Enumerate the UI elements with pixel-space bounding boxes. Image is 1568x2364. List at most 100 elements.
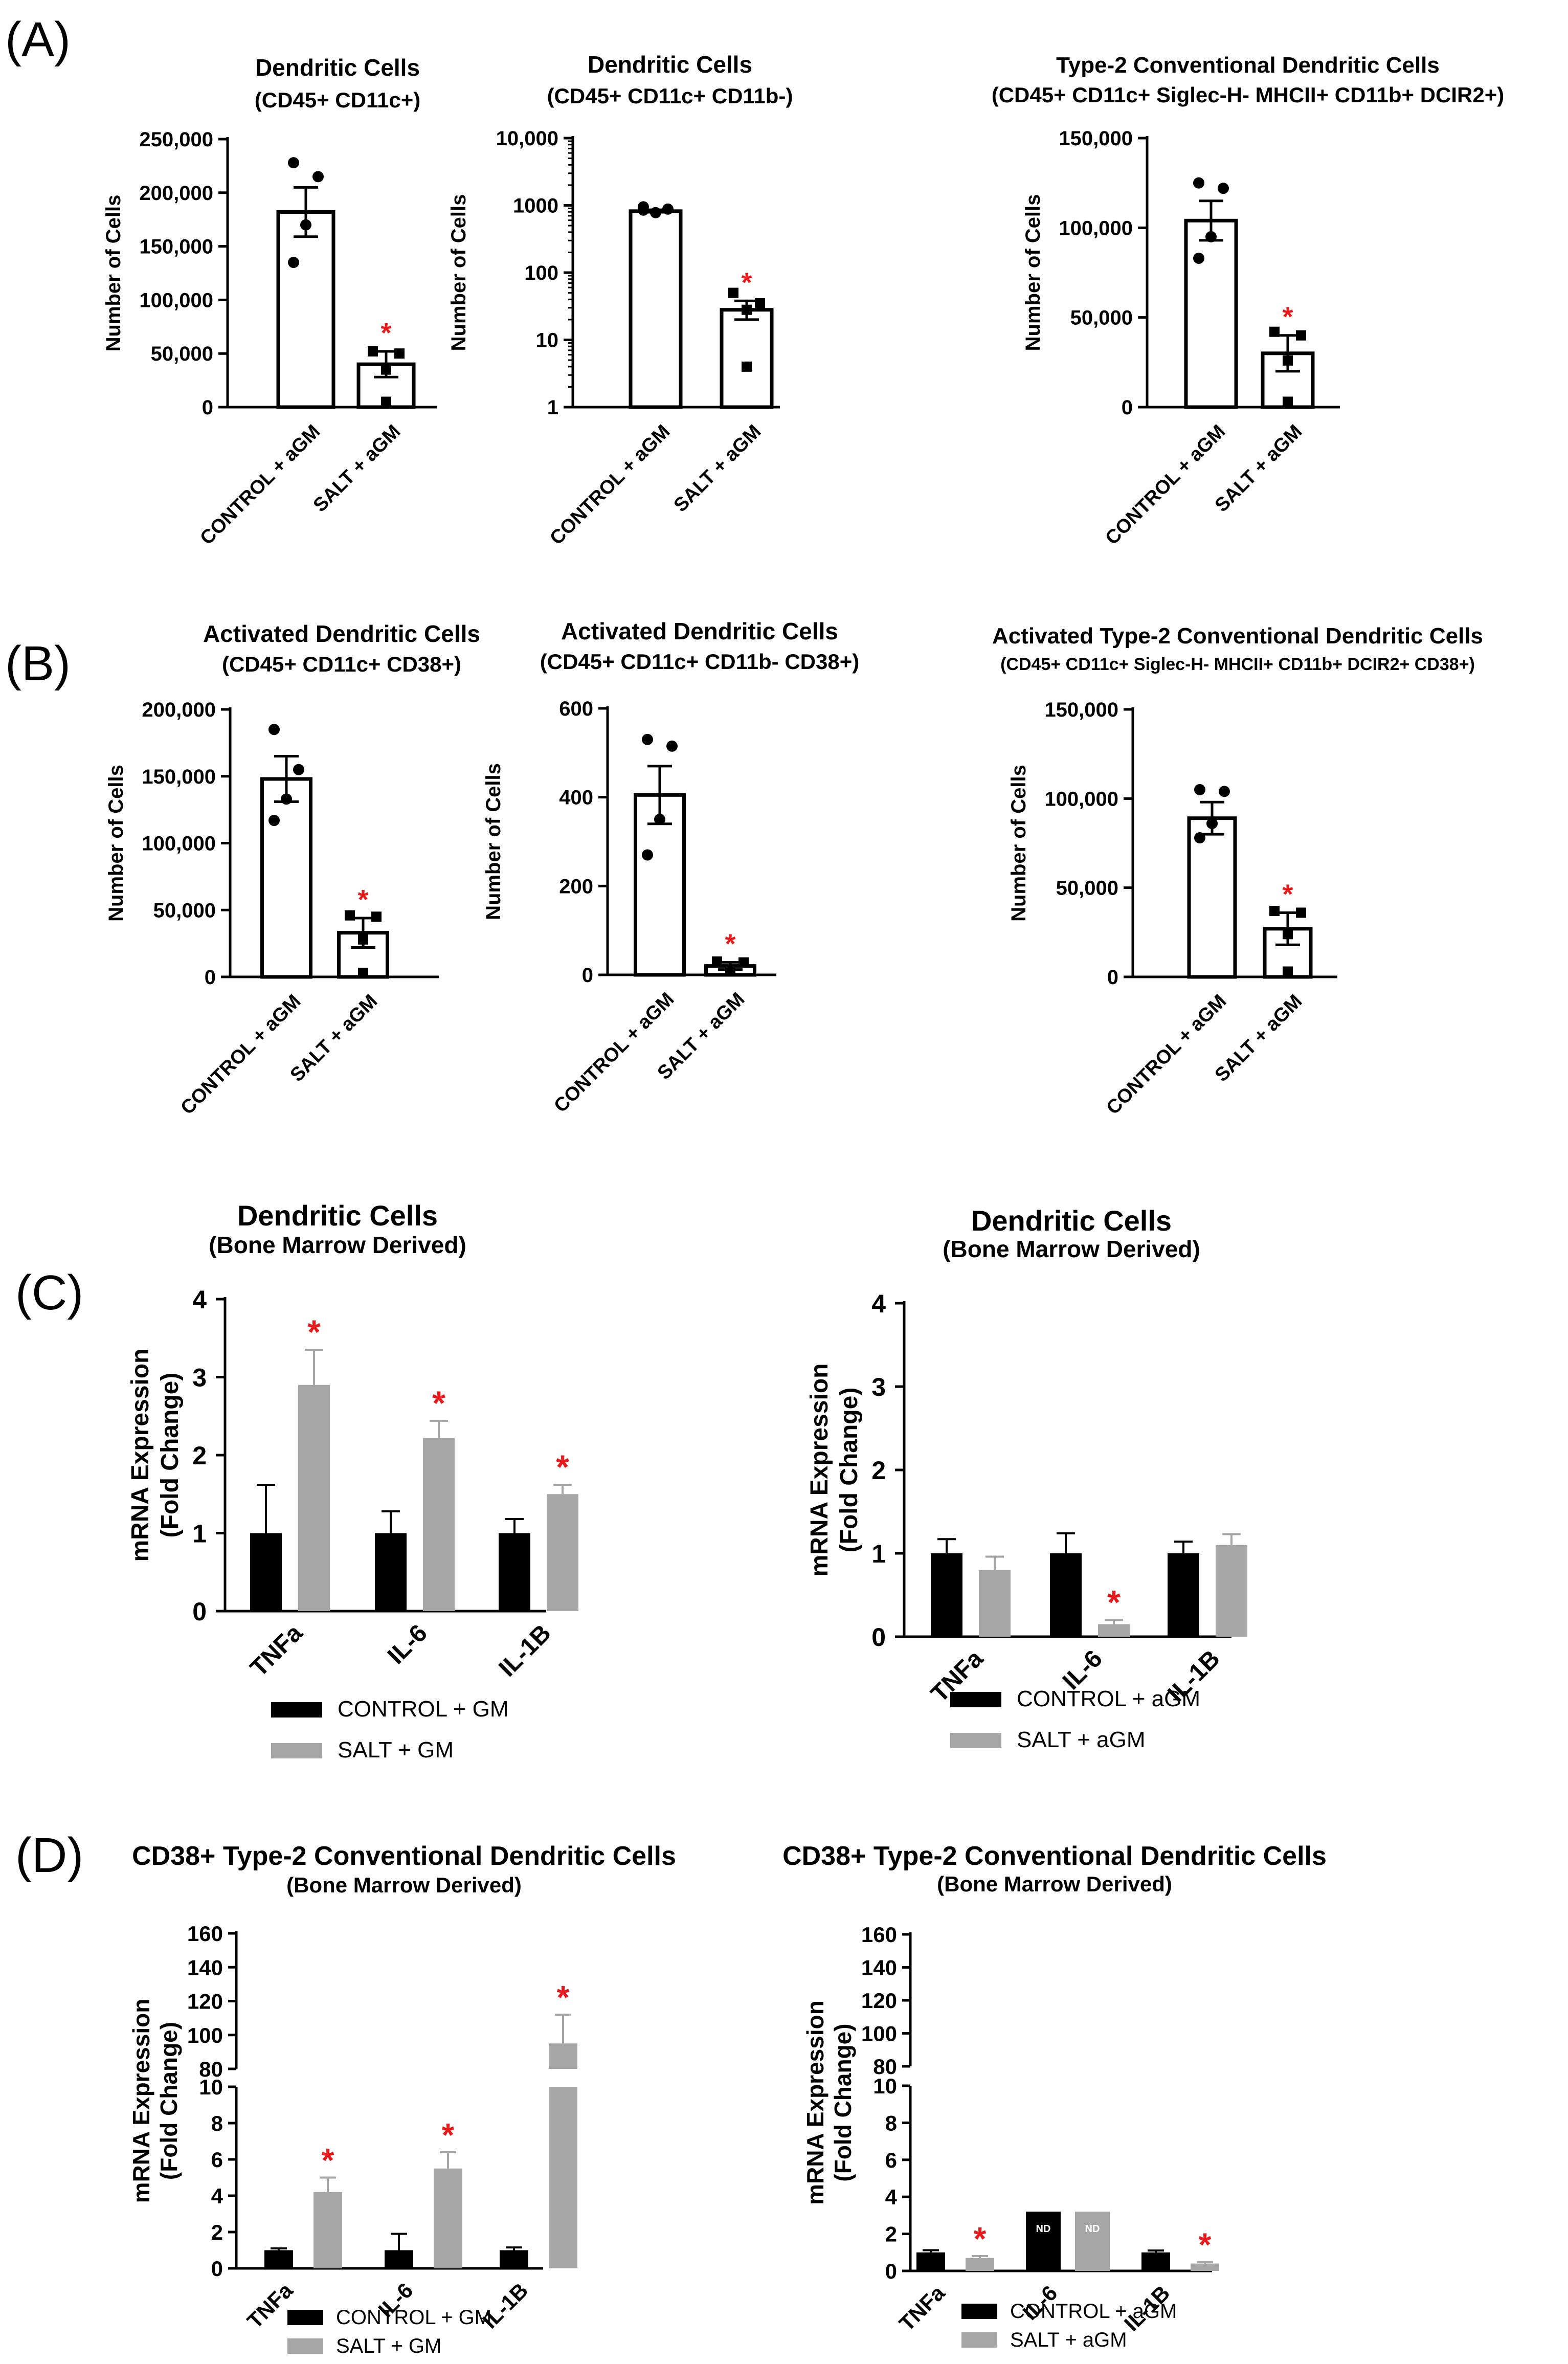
bar	[298, 1385, 330, 1611]
bar	[720, 308, 774, 409]
data-point	[368, 346, 378, 357]
data-point	[381, 396, 391, 407]
data-point	[1283, 396, 1293, 407]
bar	[1191, 2263, 1219, 2271]
y-tick-label: 4	[871, 1289, 886, 1318]
y-tick-label: 8	[885, 2111, 897, 2135]
chart-title: Dendritic Cells	[588, 51, 752, 78]
chart-B1: Activated Dendritic Cells (CD45+ CD11c+ C…	[105, 620, 480, 1119]
data-point	[738, 957, 749, 968]
y-tick-label: 140	[861, 1956, 897, 1980]
x-tick-label: CONTROL + aGM	[176, 991, 305, 1119]
bar	[264, 2250, 293, 2268]
y-tick-label: 0	[211, 2257, 223, 2281]
chart-title: Activated Dendritic Cells	[561, 618, 838, 644]
data-point	[281, 793, 292, 805]
y-axis-label: Number of Cells	[1022, 194, 1044, 351]
y-tick-label: 50,000	[151, 343, 213, 365]
data-point	[1283, 929, 1293, 940]
bar	[547, 1494, 578, 1611]
bar	[423, 1438, 455, 1611]
x-tick-label: CONTROL + aGM	[196, 421, 324, 549]
y-tick-label: 4	[192, 1285, 207, 1314]
y-tick-label: 100	[524, 262, 558, 284]
data-point	[1193, 177, 1204, 189]
panel-label: (B)	[5, 636, 71, 691]
y-tick-label: 120	[861, 1989, 897, 2013]
data-point	[642, 733, 653, 745]
y-tick-label: 150,000	[1044, 699, 1118, 721]
y-tick-label: 6	[211, 2148, 223, 2172]
chart-title: Type-2 Conventional Dendritic Cells	[1056, 53, 1440, 78]
data-point	[371, 911, 382, 922]
significance-star: *	[1282, 879, 1293, 909]
y-tick-label: 160	[861, 1923, 897, 1947]
data-point	[1219, 786, 1230, 797]
data-point	[666, 740, 678, 752]
y-tick-label: 10	[873, 2074, 897, 2098]
chart-C2: Dendritic Cells(Bone Marrow Derived) 0 1 2 3…	[806, 1205, 1247, 1752]
y-tick-label: 200,000	[139, 182, 213, 205]
significance-star: *	[357, 884, 368, 915]
legend-swatch	[961, 2304, 997, 2319]
x-tick-label: IL-1B	[494, 1619, 556, 1682]
data-point	[1193, 252, 1204, 264]
data-point	[1296, 330, 1306, 341]
bar	[1187, 816, 1237, 979]
chart-D1: CD38+ Type-2 Conventional Dendritic Cell…	[128, 1841, 676, 2357]
y-tick-label: 4	[211, 2184, 223, 2208]
data-point	[755, 298, 765, 308]
data-point	[725, 966, 735, 977]
bar	[313, 2192, 342, 2268]
y-axis-label-units: (Fold Change)	[155, 2022, 182, 2180]
bar	[549, 2043, 577, 2069]
y-tick-label: 2	[871, 1456, 886, 1485]
x-tick-label: IL-6	[383, 1619, 433, 1669]
bar	[979, 1570, 1011, 1637]
legend-label: SALT + aGM	[1010, 2329, 1127, 2351]
x-tick-label: CONTROL + aGM	[546, 421, 674, 549]
chart-B2: Activated Dendritic Cells (CD45+ CD11c+ C…	[482, 618, 859, 1117]
chart-subtitle: (CD45+ CD11c+ CD11b- CD38+)	[540, 650, 859, 674]
y-tick-label: 100,000	[1044, 788, 1118, 810]
y-tick-label: 0	[202, 396, 213, 419]
y-tick-label: 80	[873, 2055, 897, 2079]
chart-title: CD38+ Type-2 Conventional Dendritic Cell…	[782, 1841, 1327, 1871]
bar	[931, 1553, 962, 1637]
data-point	[638, 204, 649, 216]
chart-title: Dendritic Cells	[255, 54, 420, 81]
data-point	[268, 815, 280, 827]
data-point	[288, 257, 299, 269]
y-axis-label-units: (Fold Change)	[830, 2023, 856, 2181]
data-point	[312, 171, 324, 183]
y-tick-label: 1	[192, 1520, 207, 1548]
significance-star: *	[307, 1313, 321, 1351]
data-point	[288, 157, 299, 169]
y-tick-label: 50,000	[153, 899, 216, 922]
chart-subtitle: (Bone Marrow Derived)	[209, 1232, 466, 1258]
legend-swatch	[287, 2310, 323, 2325]
y-axis-label: Number of Cells	[1007, 765, 1030, 922]
y-tick-label: 100	[861, 2022, 897, 2046]
bar	[629, 209, 683, 409]
significance-star: *	[557, 1979, 570, 2016]
data-point	[358, 934, 368, 945]
chart-title: Activated Type-2 Conventional Dendritic …	[992, 623, 1483, 649]
data-point	[1283, 966, 1293, 977]
bar	[549, 2087, 577, 2268]
chart-subtitle: (CD45+ CD11c+ CD38+)	[222, 652, 461, 676]
y-tick-label: 50,000	[1056, 877, 1118, 900]
y-tick-label: 100,000	[139, 289, 213, 311]
x-tick-label: CONTROL + aGM	[1101, 421, 1229, 549]
y-tick-label: 80	[199, 2057, 223, 2081]
y-tick-label: 100,000	[1059, 217, 1133, 239]
chart-subtitle: (CD45+ CD11c+ CD11b-)	[547, 84, 793, 108]
legend-label: CONTROL + GM	[336, 2306, 491, 2329]
chart-title: CD38+ Type-2 Conventional Dendritic Cell…	[132, 1841, 676, 1871]
data-point	[654, 814, 665, 826]
data-point	[650, 207, 661, 218]
chart-D2: CD38+ Type-2 Conventional Dendritic Cell…	[782, 1841, 1327, 2351]
bar	[1098, 1624, 1130, 1637]
chart-subtitle: (CD45+ CD11c+ Siglec-H- MHCII+ CD11b+ DC…	[992, 83, 1505, 107]
data-point	[742, 304, 752, 315]
